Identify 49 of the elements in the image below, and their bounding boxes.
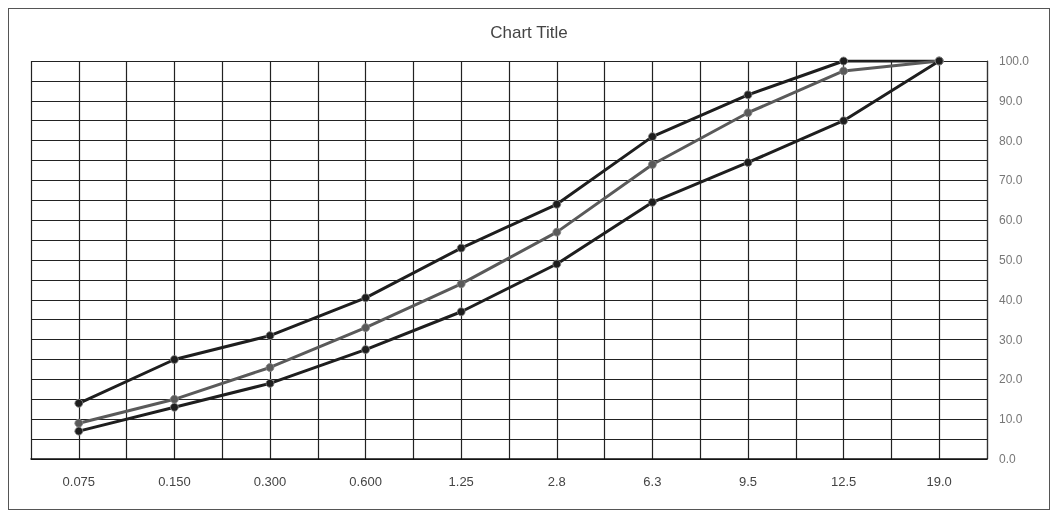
y-tick-label: 30.0	[999, 332, 1023, 347]
point	[361, 345, 370, 354]
point	[170, 394, 179, 404]
point	[456, 279, 466, 289]
point	[456, 307, 466, 317]
point	[74, 398, 84, 408]
x-tick-label: 0.075	[62, 474, 96, 489]
point	[839, 56, 848, 66]
x-tick-label: 0.600	[349, 474, 382, 489]
point	[743, 108, 753, 118]
point	[74, 426, 84, 436]
point	[648, 132, 657, 142]
y-tick-label: 100.0	[999, 54, 1030, 68]
point	[361, 323, 370, 333]
point	[361, 293, 370, 303]
x-tick-label: 9.5	[738, 474, 758, 489]
x-tick-label: 12.5	[830, 474, 857, 489]
point	[552, 199, 562, 209]
x-tick-label: 2.8	[547, 474, 566, 489]
point	[265, 378, 275, 388]
point	[265, 331, 275, 341]
y-tick-label: 40.0	[999, 292, 1023, 307]
y-tick-label: 50.0	[999, 253, 1023, 267]
point	[839, 116, 848, 126]
y-tick-label: 90.0	[999, 93, 1023, 108]
point	[552, 227, 562, 237]
point	[743, 90, 753, 100]
y-tick-label: 60.0	[999, 213, 1023, 228]
x-tick-label: 19.0	[926, 474, 952, 489]
x-tick-label: 0.150	[158, 474, 191, 489]
point	[648, 160, 657, 169]
y-tick-label: 20.0	[999, 372, 1023, 387]
point	[265, 363, 275, 372]
point	[648, 197, 657, 207]
y-tick-label: 70.0	[999, 173, 1023, 188]
point	[839, 66, 848, 76]
y-tick-label: 0.0	[999, 452, 1017, 466]
y-tick-label: 10.0	[999, 412, 1023, 427]
x-tick-label: 0.300	[253, 474, 287, 489]
point	[74, 418, 84, 428]
point	[743, 158, 753, 167]
x-tick-label: 6.3	[643, 474, 662, 489]
chart-title: Chart Title	[490, 23, 568, 42]
point	[170, 402, 179, 412]
point	[552, 259, 562, 269]
point	[170, 355, 179, 364]
x-tick-label: 1.25	[448, 474, 474, 489]
point	[456, 243, 466, 253]
y-tick-label: 80.0	[999, 133, 1023, 148]
